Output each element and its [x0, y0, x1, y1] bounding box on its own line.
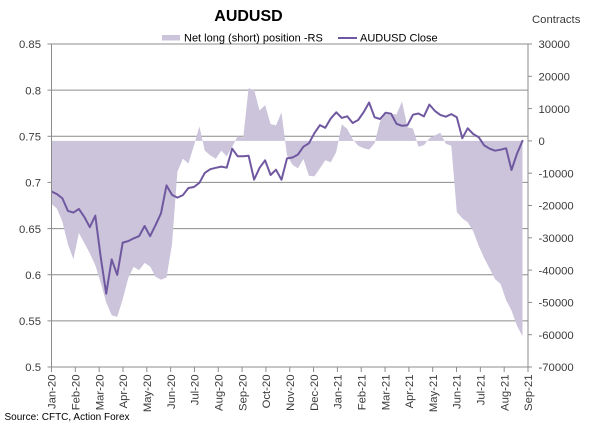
svg-text:Aug-21: Aug-21: [499, 375, 511, 411]
svg-text:-30000: -30000: [539, 233, 574, 245]
svg-text:10000: 10000: [539, 104, 570, 116]
svg-text:0.65: 0.65: [19, 224, 41, 236]
svg-text:30000: 30000: [539, 39, 570, 51]
svg-text:Sep-21: Sep-21: [523, 375, 535, 411]
svg-text:-20000: -20000: [539, 201, 574, 213]
svg-text:Jul-20: Jul-20: [190, 375, 202, 406]
svg-text:0.85: 0.85: [19, 39, 41, 51]
svg-text:20000: 20000: [539, 72, 570, 84]
svg-text:May-20: May-20: [142, 375, 154, 413]
svg-text:-60000: -60000: [539, 330, 574, 342]
svg-text:Jun-21: Jun-21: [452, 375, 464, 410]
svg-text:May-21: May-21: [428, 375, 440, 413]
svg-text:0.75: 0.75: [19, 132, 41, 144]
svg-text:Apr-21: Apr-21: [404, 375, 416, 409]
svg-text:Mar-21: Mar-21: [380, 375, 392, 411]
svg-text:AUDUSD: AUDUSD: [214, 8, 282, 25]
svg-text:Mar-20: Mar-20: [94, 375, 106, 411]
svg-text:-40000: -40000: [539, 265, 574, 277]
svg-text:Contracts: Contracts: [532, 14, 581, 26]
svg-text:Feb-20: Feb-20: [71, 375, 83, 411]
svg-text:Jul-21: Jul-21: [476, 375, 488, 406]
svg-text:0.6: 0.6: [25, 270, 41, 282]
svg-text:-50000: -50000: [539, 298, 574, 310]
svg-text:Feb-21: Feb-21: [356, 375, 368, 411]
svg-text:Dec-20: Dec-20: [309, 375, 321, 411]
svg-text:0.5: 0.5: [25, 362, 41, 374]
svg-text:Source: CFTC, Action Forex: Source: CFTC, Action Forex: [5, 412, 130, 423]
svg-text:0: 0: [539, 136, 545, 148]
svg-text:Nov-20: Nov-20: [285, 375, 297, 411]
svg-text:Jan-21: Jan-21: [333, 375, 345, 410]
svg-text:0.8: 0.8: [25, 85, 41, 97]
svg-text:Net long (short) position -RS: Net long (short) position -RS: [184, 33, 323, 45]
svg-text:-70000: -70000: [539, 362, 574, 374]
svg-text:Sep-20: Sep-20: [237, 375, 249, 411]
svg-text:0.55: 0.55: [19, 316, 41, 328]
svg-text:Apr-20: Apr-20: [118, 375, 130, 409]
svg-text:Jun-20: Jun-20: [166, 375, 178, 410]
svg-text:Aug-20: Aug-20: [213, 375, 225, 411]
svg-text:-10000: -10000: [539, 168, 574, 180]
svg-text:0.7: 0.7: [25, 178, 41, 190]
svg-text:AUDUSD Close: AUDUSD Close: [360, 33, 438, 45]
svg-text:Jan-20: Jan-20: [47, 375, 59, 410]
svg-text:Oct-20: Oct-20: [261, 375, 273, 409]
